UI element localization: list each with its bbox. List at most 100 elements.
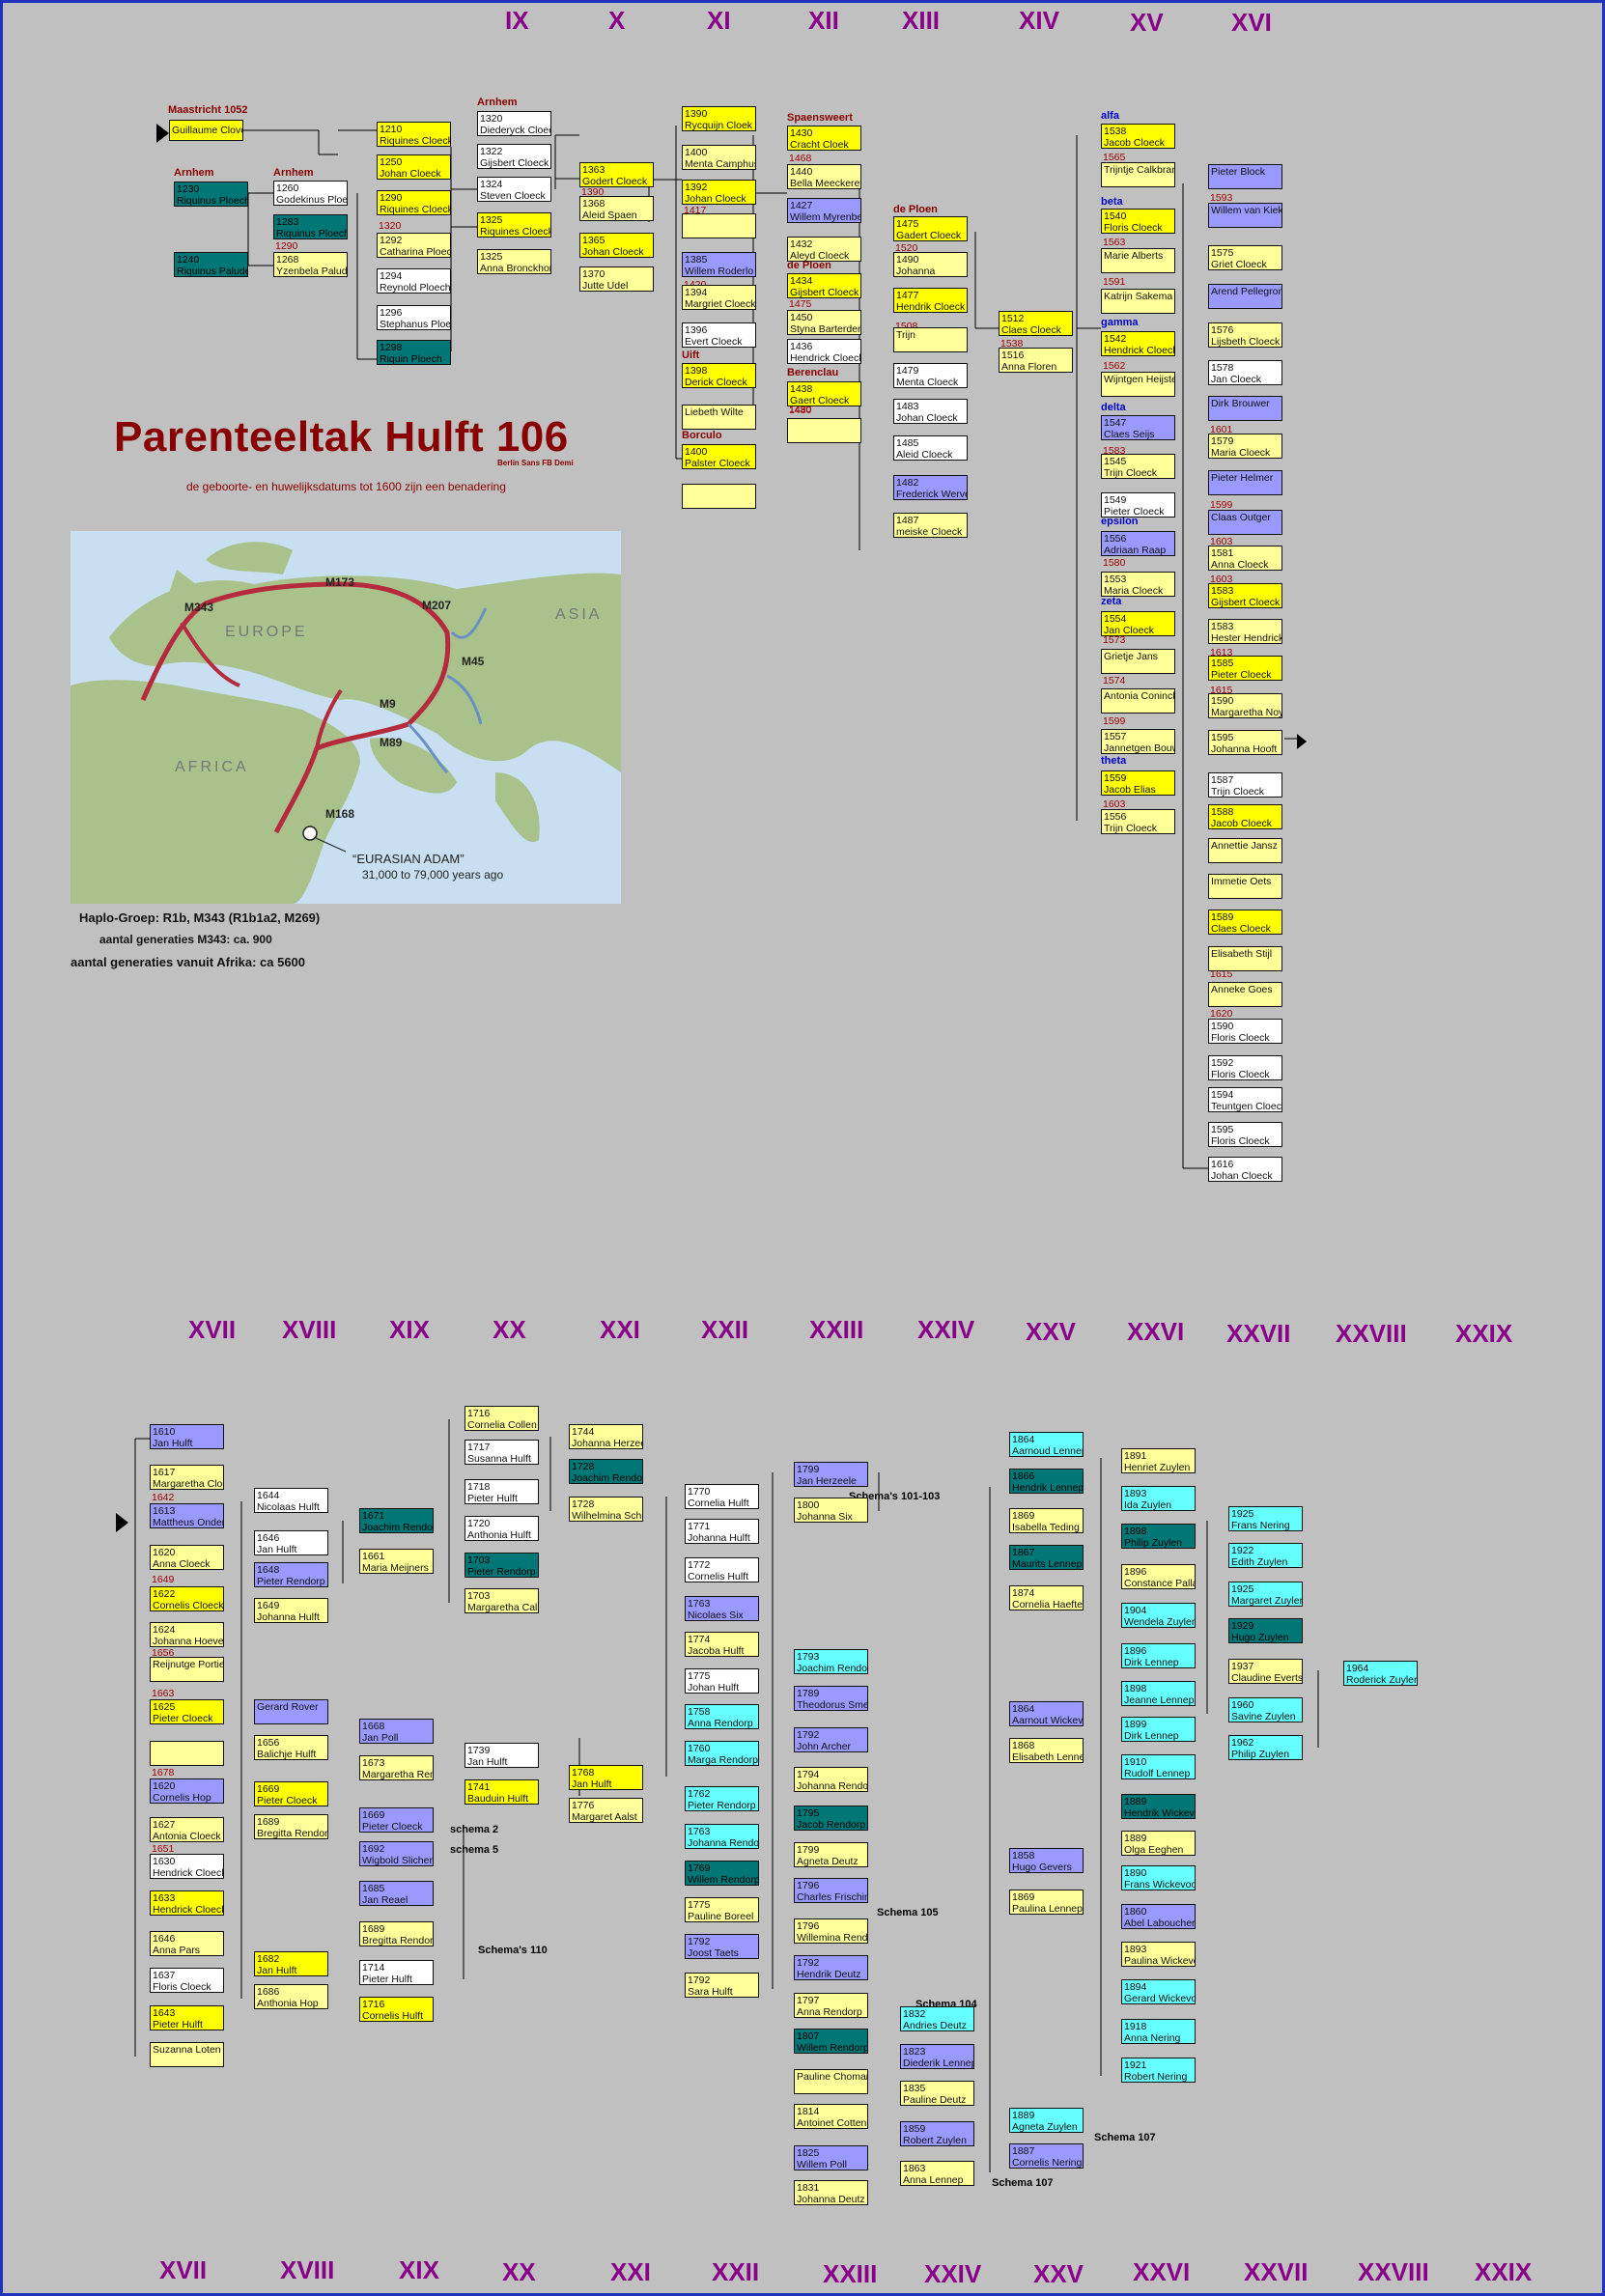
person-name: Anna Pars [153, 1945, 201, 1956]
person-box: 1835 Pauline Deutz [900, 2081, 974, 2106]
person-year: 1800 [797, 1499, 820, 1511]
person-year: 1324 [480, 179, 503, 190]
person-box: 1268 Yzenbela Palude [273, 252, 348, 277]
person-box: 1485 Aleid Cloeck [893, 435, 968, 461]
person-box: 1283 Riquinus Ploech [273, 214, 348, 239]
person-box: 1904 Wendela Zuylen [1121, 1603, 1196, 1628]
person-name: Dirk Lennep [1124, 1657, 1179, 1668]
person-name: Hendrick Cloeck [1104, 345, 1175, 356]
person-year: 1728 [572, 1498, 595, 1510]
person-name: Cornelia Haeften [1012, 1599, 1084, 1610]
person-year: 1649 [257, 1600, 280, 1611]
person-box: 1859 Robert Zuylen [900, 2121, 974, 2146]
person-box: 1762 Pieter Rendorp [685, 1786, 759, 1811]
person-name: Jan Hulft [257, 1544, 297, 1555]
person-name: Johan Cloeck [685, 193, 746, 205]
person-year: 1479 [896, 365, 919, 377]
person-box: 1792 Joost Taets [685, 1934, 759, 1959]
person-box: 1896 Dirk Lennep [1121, 1643, 1196, 1668]
person-year: 1296 [380, 307, 403, 319]
person-name: Abel Labouchere [1124, 1918, 1196, 1929]
person-year: 1891 [1124, 1450, 1147, 1462]
place-label: beta [1101, 196, 1123, 208]
generation-numeral: XXIV [917, 1315, 975, 1344]
person-box: 1583 Hester Hendricks [1208, 619, 1282, 644]
person-name: Aarnoud Lennep [1012, 1445, 1084, 1457]
schema-reference: schema 2 [450, 1824, 499, 1835]
person-year: 1250 [380, 156, 403, 168]
person-year: 1739 [467, 1745, 491, 1756]
person-box: Annettie Jansz [1208, 838, 1282, 863]
person-box: 1771 Johanna Hulft [685, 1519, 759, 1544]
person-box: 1400 Palster Cloeck [682, 444, 756, 469]
person-year: 1432 [790, 238, 813, 250]
person-name: Johanna Hulft [257, 1611, 320, 1623]
person-name: Margaret Aalst [572, 1811, 637, 1823]
person-name: Johan Hulft [688, 1682, 740, 1694]
person-box: Trijntje Calkbrand [1101, 162, 1175, 187]
person-box: Willem van Kiek [1208, 203, 1282, 228]
person-year: 1385 [685, 254, 708, 266]
person-name: Philip Zuylen [1124, 1537, 1183, 1549]
person-name: Antonia Cloeck [153, 1831, 221, 1842]
person-year: 1772 [688, 1559, 711, 1571]
person-year: 1430 [790, 127, 813, 139]
person-name: Aleid Spaen [582, 210, 637, 221]
person-name: Adriaan Raap [1104, 545, 1167, 556]
person-box: 1585 Pieter Cloeck [1208, 656, 1282, 681]
marker-m89: M89 [380, 736, 403, 749]
generation-numeral: XXI [600, 1315, 640, 1344]
person-box: 1922 Edith Zuylen [1228, 1543, 1303, 1568]
marriage-year: 1520 [895, 242, 918, 254]
person-box: 1716 Cornelis Hulft [359, 1997, 434, 2022]
person-year: 1436 [790, 341, 813, 352]
person-year: 1579 [1211, 435, 1234, 447]
person-year: 1893 [1124, 1944, 1147, 1955]
person-box [150, 1741, 224, 1766]
person-name: Isabella Teding [1012, 1522, 1080, 1533]
person-year: 1585 [1211, 658, 1234, 669]
person-box: 1792 Hendrik Deutz [794, 1955, 868, 1980]
person-name: Bregitta Rendorp [257, 1828, 328, 1839]
person-box: 1832 Andries Deutz [900, 2006, 974, 2031]
person-year: 1648 [257, 1564, 280, 1576]
person-year: 1962 [1231, 1737, 1254, 1749]
person-box: 1686 Anthonia Hop [254, 1984, 328, 2009]
person-name: Wijntgen Heijsters [1104, 374, 1174, 385]
person-name: Willem van Kiek [1211, 205, 1282, 216]
person-name: Johanna Six [797, 1511, 853, 1523]
generation-numeral: XXIII [809, 1315, 864, 1344]
person-year: 1792 [797, 1957, 820, 1969]
person-name: Savine Zuylen [1231, 1711, 1296, 1722]
person-year: 1799 [797, 1844, 820, 1856]
person-name: Nicolaas Hulft [257, 1501, 320, 1513]
person-year: 1556 [1104, 533, 1127, 545]
person-name: Paulina Lennep [1012, 1903, 1083, 1915]
person-box: 1646 Anna Pars [150, 1931, 224, 1956]
schema-reference: Schema 107 [992, 2177, 1054, 2189]
marriage-year: 1656 [152, 1647, 175, 1659]
person-year: 1394 [685, 287, 708, 298]
person-name: Andries Deutz [903, 2020, 967, 2031]
person-name: Catharina Ploech [380, 246, 451, 258]
place-label: epsilon [1101, 516, 1139, 527]
person-year: 1440 [790, 166, 813, 178]
person-name: Pieter Cloeck [153, 1713, 213, 1724]
person-box: 1624 Johanna Hoeve [150, 1622, 224, 1647]
person-year: 1589 [1211, 911, 1234, 923]
person-name: Jacob Cloeck [1211, 818, 1273, 829]
person-year: 1814 [797, 2106, 820, 2117]
person-box: 1324 Steven Cloeck [477, 177, 551, 202]
generation-numeral: XXVII [1226, 1319, 1291, 1348]
person-name: Wilhelmina Schuyt [572, 1510, 642, 1522]
person-box: 1440 Bella Meeckeren [787, 164, 861, 189]
generation-numeral: XXVIII [1358, 2257, 1429, 2286]
place-label: Arnhem [273, 167, 314, 179]
person-box: 1668 Jan Poll [359, 1719, 434, 1744]
person-box: 1685 Jan Reael [359, 1881, 434, 1906]
person-year: 1450 [790, 312, 813, 323]
person-name: Jan Cloeck [1211, 374, 1261, 385]
person-box: 1633 Hendrick Cloeck [150, 1890, 224, 1916]
